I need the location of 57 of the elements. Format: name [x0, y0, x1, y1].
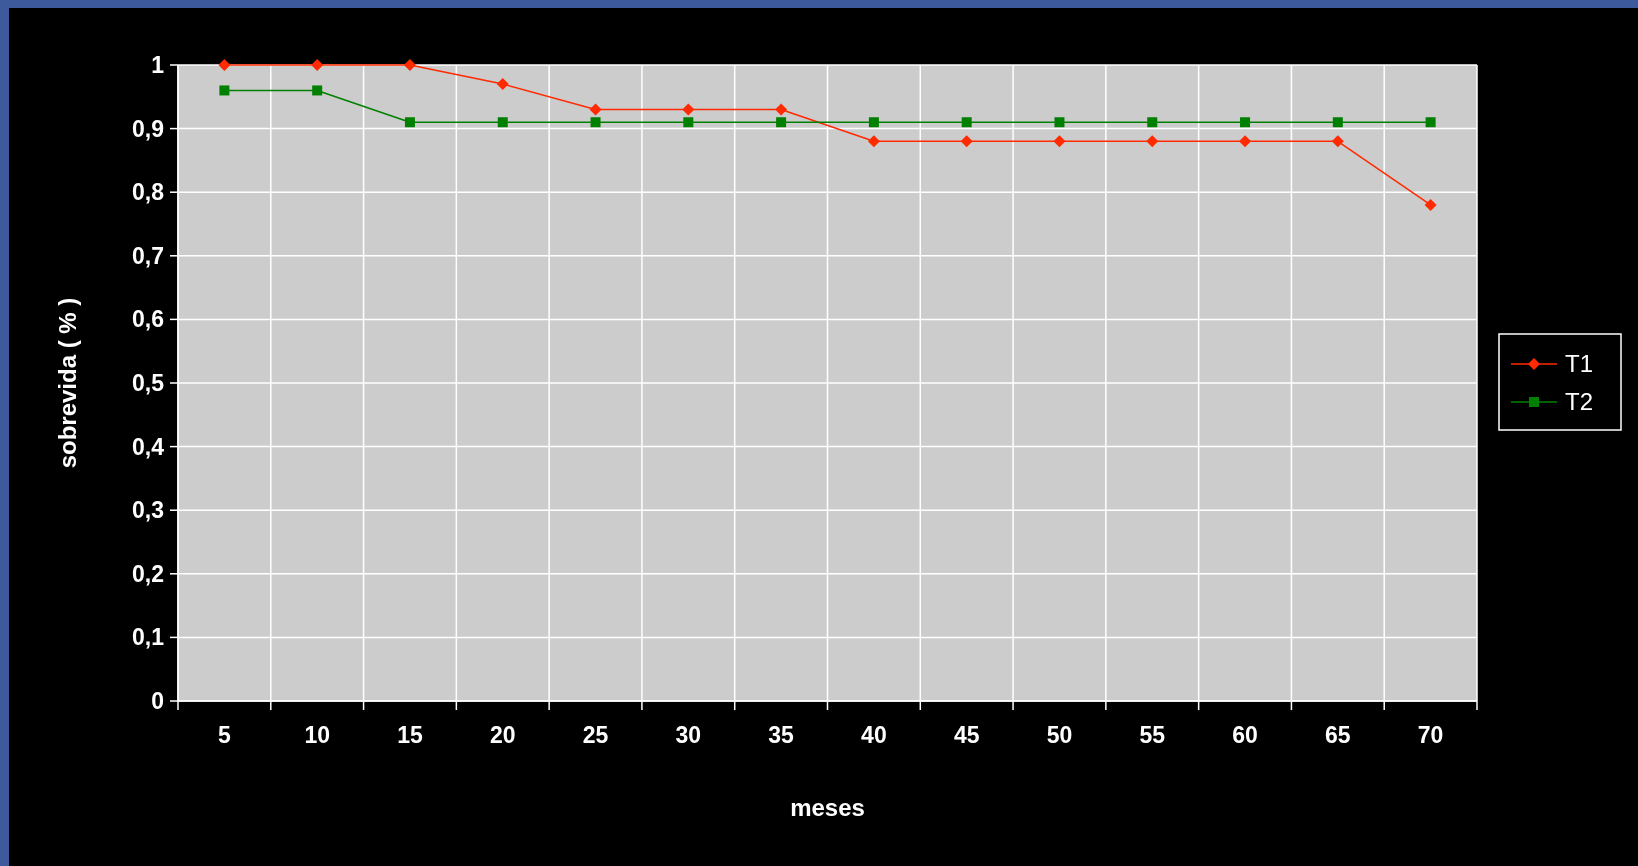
point	[590, 117, 601, 128]
point	[775, 103, 788, 116]
point	[1147, 117, 1158, 128]
x-tick-label: 25	[582, 722, 609, 748]
x-tick-label: 70	[1417, 722, 1444, 748]
point	[960, 135, 973, 148]
point	[1054, 117, 1065, 128]
point	[1240, 117, 1251, 128]
point	[589, 103, 602, 116]
x-tick-label: 5	[217, 722, 231, 748]
y-tick-label: 0	[151, 688, 164, 715]
x-tick-label: 45	[953, 722, 980, 748]
legend-label: T2	[1565, 388, 1594, 416]
y-tick-label: 0,8	[132, 179, 165, 206]
point	[682, 103, 695, 116]
point	[218, 59, 231, 71]
point	[1424, 198, 1437, 211]
x-tick-label: 35	[768, 722, 795, 748]
y-axis-title: sobrevida ( % )	[54, 297, 81, 469]
point	[1053, 135, 1066, 148]
point	[404, 117, 415, 128]
y-tick-label: 0,1	[132, 624, 165, 651]
x-tick-label: 65	[1325, 722, 1351, 748]
x-tick-label: 40	[861, 722, 887, 748]
point	[497, 117, 508, 128]
x-tick-label: 15	[397, 722, 423, 748]
legend-label: T1	[1565, 350, 1594, 378]
x-tick-label: 55	[1139, 722, 1166, 748]
y-tick-label: 0,4	[132, 433, 165, 460]
point	[312, 85, 323, 96]
y-tick-label: 1	[151, 52, 165, 79]
x-tick-label: 50	[1046, 722, 1073, 748]
point	[867, 135, 880, 148]
point	[868, 117, 879, 128]
x-axis-title: meses	[790, 794, 865, 821]
point	[403, 59, 416, 71]
x-tick-label: 30	[675, 722, 702, 748]
y-tick-label: 0,2	[132, 560, 164, 587]
point	[1331, 135, 1344, 148]
point	[1239, 135, 1252, 148]
point	[496, 78, 509, 91]
point	[1332, 117, 1343, 128]
point	[1425, 117, 1436, 128]
point	[311, 59, 324, 71]
x-tick-label: 20	[489, 722, 516, 748]
y-tick-label: 0,6	[132, 306, 164, 333]
x-tick-label: 60	[1232, 722, 1258, 748]
x-tick-label: 10	[304, 722, 330, 748]
point	[776, 117, 787, 128]
y-tick-label: 0,7	[132, 242, 164, 269]
point	[1146, 135, 1159, 148]
point	[683, 117, 694, 128]
point	[219, 85, 230, 96]
point	[961, 117, 972, 128]
y-tick-label: 0,9	[132, 115, 164, 142]
y-tick-label: 0,3	[132, 497, 164, 524]
y-tick-label: 0,5	[132, 370, 165, 397]
